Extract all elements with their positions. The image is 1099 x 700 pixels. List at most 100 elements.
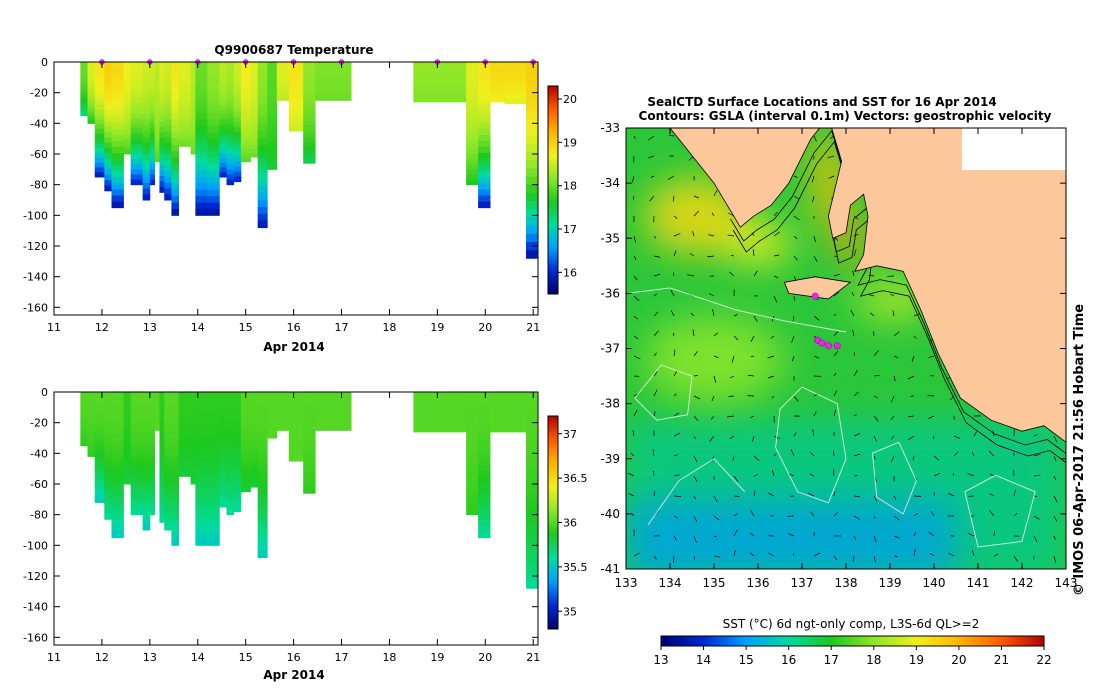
profile-cell (195, 68, 208, 76)
profile-cell (171, 68, 179, 76)
profile-cell (190, 115, 196, 120)
profile-cell (178, 139, 191, 144)
velocity-vector (933, 472, 941, 477)
profile-cell (123, 430, 132, 435)
velocity-vector (652, 449, 655, 457)
velocity-vector (733, 314, 738, 317)
profile-cell (240, 466, 251, 472)
velocity-vector (853, 414, 857, 417)
profile-cell (130, 102, 144, 109)
profile-cell (257, 474, 268, 483)
profile-cell (240, 82, 251, 88)
profile-cell (250, 479, 259, 484)
profile-cell (267, 434, 278, 437)
profile-cell (250, 419, 259, 425)
profile-cell (142, 461, 151, 468)
profile-cell (219, 124, 227, 130)
profile-cell (315, 68, 352, 71)
profile-cell (526, 465, 538, 475)
profile-cell (190, 480, 196, 485)
velocity-vector (893, 555, 898, 557)
profile-cell (80, 111, 88, 114)
profile-cell (130, 138, 144, 145)
profile-cell (233, 501, 242, 508)
profile-cell (413, 95, 467, 98)
velocity-vector (813, 552, 821, 557)
profile-cell (80, 403, 88, 406)
profile-cell (288, 90, 304, 95)
profile-cell (276, 404, 290, 407)
profile-cell (233, 76, 242, 83)
profile-cell (149, 427, 156, 434)
profile-cell (195, 157, 208, 165)
profile-cell (478, 165, 491, 172)
velocity-vector (633, 295, 640, 302)
profile-cell (413, 403, 467, 406)
profile-column (154, 62, 160, 163)
profile-cell (195, 93, 208, 101)
profile-column (149, 62, 156, 186)
profile-cell (94, 124, 105, 130)
profile-cell (111, 525, 124, 533)
profile-cell (80, 423, 88, 427)
profile-cell (159, 94, 165, 101)
profile-cell (142, 188, 151, 195)
profile-cell (104, 137, 112, 143)
profile-cell (226, 82, 235, 89)
profile-cell (142, 472, 151, 479)
profile-cell (190, 81, 196, 86)
profile-cell (195, 532, 208, 540)
profile-cell (490, 400, 527, 403)
velocity-vector (653, 293, 658, 297)
profile-cell (142, 154, 151, 161)
profile-cell (267, 155, 278, 161)
profile-cell (526, 563, 538, 573)
profile-cell (154, 403, 160, 406)
seal-location-marker (811, 292, 819, 300)
profile-cell (80, 416, 88, 420)
profile-cell (130, 72, 144, 78)
profile-cell (257, 151, 268, 160)
velocity-vector (809, 473, 815, 477)
profile-cell (207, 462, 220, 470)
profile-cell (195, 62, 208, 69)
profile-cell (80, 400, 88, 404)
profile-cell (207, 519, 220, 527)
colorbar-tick-label: 35 (563, 605, 577, 618)
profile-cell (240, 454, 251, 459)
profile-cell (164, 501, 172, 508)
profile-cell (123, 150, 132, 155)
profile-cell (87, 413, 96, 417)
profile-cell (250, 145, 259, 150)
profile-cell (142, 518, 151, 525)
salinity-y-axis: 0-20-40-60-80-100-120-140-160 (23, 386, 538, 644)
profile-cell (413, 85, 467, 88)
profile-cell (250, 471, 259, 476)
profile-cell (159, 516, 165, 523)
profile-cell (104, 466, 112, 473)
profile-cell (104, 397, 112, 404)
profile-cell (504, 67, 527, 70)
profile-column (315, 392, 352, 431)
profile-cell (315, 71, 352, 74)
profile-cell (250, 463, 259, 468)
profile-cell (123, 115, 132, 120)
profile-cell (178, 409, 191, 414)
profile-cell (288, 110, 304, 115)
profile-cell (315, 398, 352, 401)
velocity-vector (1013, 489, 1016, 497)
profile-cell (466, 499, 479, 505)
velocity-vector (749, 532, 755, 537)
velocity-vector (713, 355, 719, 359)
profile-cell (159, 67, 165, 74)
velocity-vector (893, 331, 900, 337)
profile-cell (288, 122, 304, 126)
profile-column (219, 392, 227, 508)
profile-cell (478, 128, 491, 136)
profile-cell (111, 165, 124, 172)
profile-cell (466, 169, 479, 175)
velocity-vector (1053, 455, 1057, 462)
profile-column (267, 392, 278, 439)
profile-cell (219, 143, 227, 149)
